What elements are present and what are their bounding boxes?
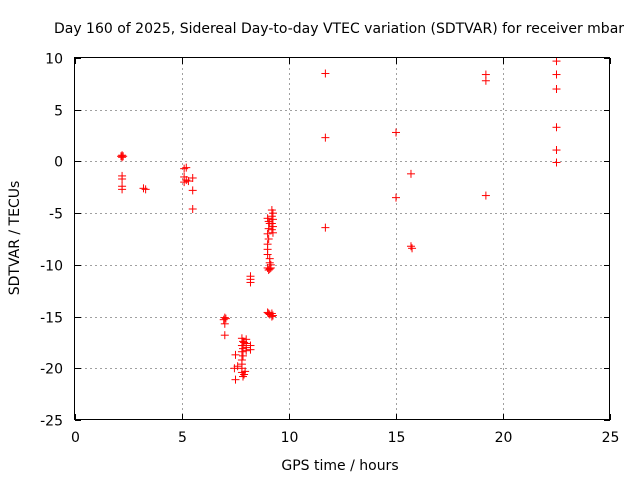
- y-tick-label: -5: [49, 207, 63, 223]
- data-point: [220, 331, 229, 340]
- data-point: [264, 266, 273, 275]
- data-point: [238, 351, 247, 360]
- data-point: [552, 70, 561, 79]
- data-point: [268, 311, 277, 320]
- data-point: [552, 158, 561, 167]
- data-point: [242, 346, 251, 355]
- data-points: [117, 57, 561, 384]
- data-point: [321, 133, 330, 142]
- grid-layer: [75, 58, 610, 420]
- data-point: [180, 178, 189, 187]
- data-point: [246, 345, 255, 354]
- data-point: [481, 76, 490, 85]
- data-point: [188, 205, 197, 214]
- y-tick-label: -10: [40, 259, 63, 275]
- data-point: [263, 250, 272, 259]
- data-point: [118, 175, 127, 184]
- data-point: [188, 173, 197, 182]
- data-point: [141, 185, 150, 194]
- x-tick-label: 15: [388, 430, 406, 446]
- data-point: [246, 278, 255, 287]
- data-point: [268, 215, 277, 224]
- data-point: [408, 244, 417, 253]
- chart-title: Day 160 of 2025, Sidereal Day-to-day VTE…: [54, 21, 624, 37]
- data-point: [552, 57, 561, 66]
- x-tick-label: 20: [495, 430, 513, 446]
- data-point: [263, 308, 272, 317]
- y-tick-label: 5: [54, 104, 63, 120]
- data-point: [233, 362, 242, 371]
- data-point: [264, 224, 273, 233]
- data-point: [221, 314, 230, 323]
- data-point: [220, 319, 229, 328]
- data-point: [406, 242, 415, 251]
- data-point: [263, 229, 272, 238]
- y-tick-label: 0: [54, 155, 63, 171]
- data-point: [552, 85, 561, 94]
- data-point: [321, 69, 330, 78]
- data-point: [237, 347, 246, 356]
- data-point: [118, 185, 127, 194]
- y-tick-label: -20: [40, 362, 63, 378]
- data-point: [392, 128, 400, 137]
- data-point: [265, 258, 274, 267]
- data-point: [182, 176, 191, 185]
- data-point: [182, 163, 191, 172]
- y-axis-label: SDTVAR / TECUs: [7, 181, 23, 296]
- data-point: [392, 193, 400, 202]
- x-tick-label: 5: [178, 430, 187, 446]
- data-point: [238, 372, 247, 381]
- data-point: [184, 177, 193, 186]
- data-point: [406, 169, 415, 178]
- data-point: [552, 146, 561, 155]
- data-point: [118, 153, 127, 162]
- x-tick-label: 10: [281, 430, 299, 446]
- plot-frame: [74, 57, 610, 420]
- data-point: [267, 312, 276, 321]
- data-point: [481, 191, 490, 200]
- x-tick-label: 0: [71, 430, 80, 446]
- data-point: [241, 367, 250, 376]
- data-point: [180, 164, 189, 173]
- data-point: [219, 315, 228, 324]
- data-point: [268, 228, 277, 237]
- data-point: [321, 223, 330, 232]
- data-point: [237, 368, 246, 377]
- data-point: [265, 310, 274, 319]
- data-point: [231, 350, 240, 359]
- data-point: [188, 186, 197, 195]
- data-point: [264, 235, 273, 243]
- x-tick-label: 25: [602, 430, 620, 446]
- data-point: [264, 217, 273, 226]
- data-point: [231, 375, 240, 384]
- data-point: [117, 152, 126, 161]
- data-point: [266, 260, 275, 269]
- data-point: [552, 123, 561, 132]
- data-point: [238, 337, 247, 346]
- y-tick-label: -25: [40, 414, 63, 430]
- y-tick-label: -15: [40, 311, 63, 327]
- x-axis-label: GPS time / hours: [281, 458, 398, 474]
- axis-ticks: 0 5 10 15 20 25 -25 -20 -15 -10 -5 0 5 10: [40, 52, 619, 447]
- y-tick-label: 10: [45, 52, 63, 68]
- data-point: [139, 184, 148, 193]
- data-point: [230, 364, 239, 373]
